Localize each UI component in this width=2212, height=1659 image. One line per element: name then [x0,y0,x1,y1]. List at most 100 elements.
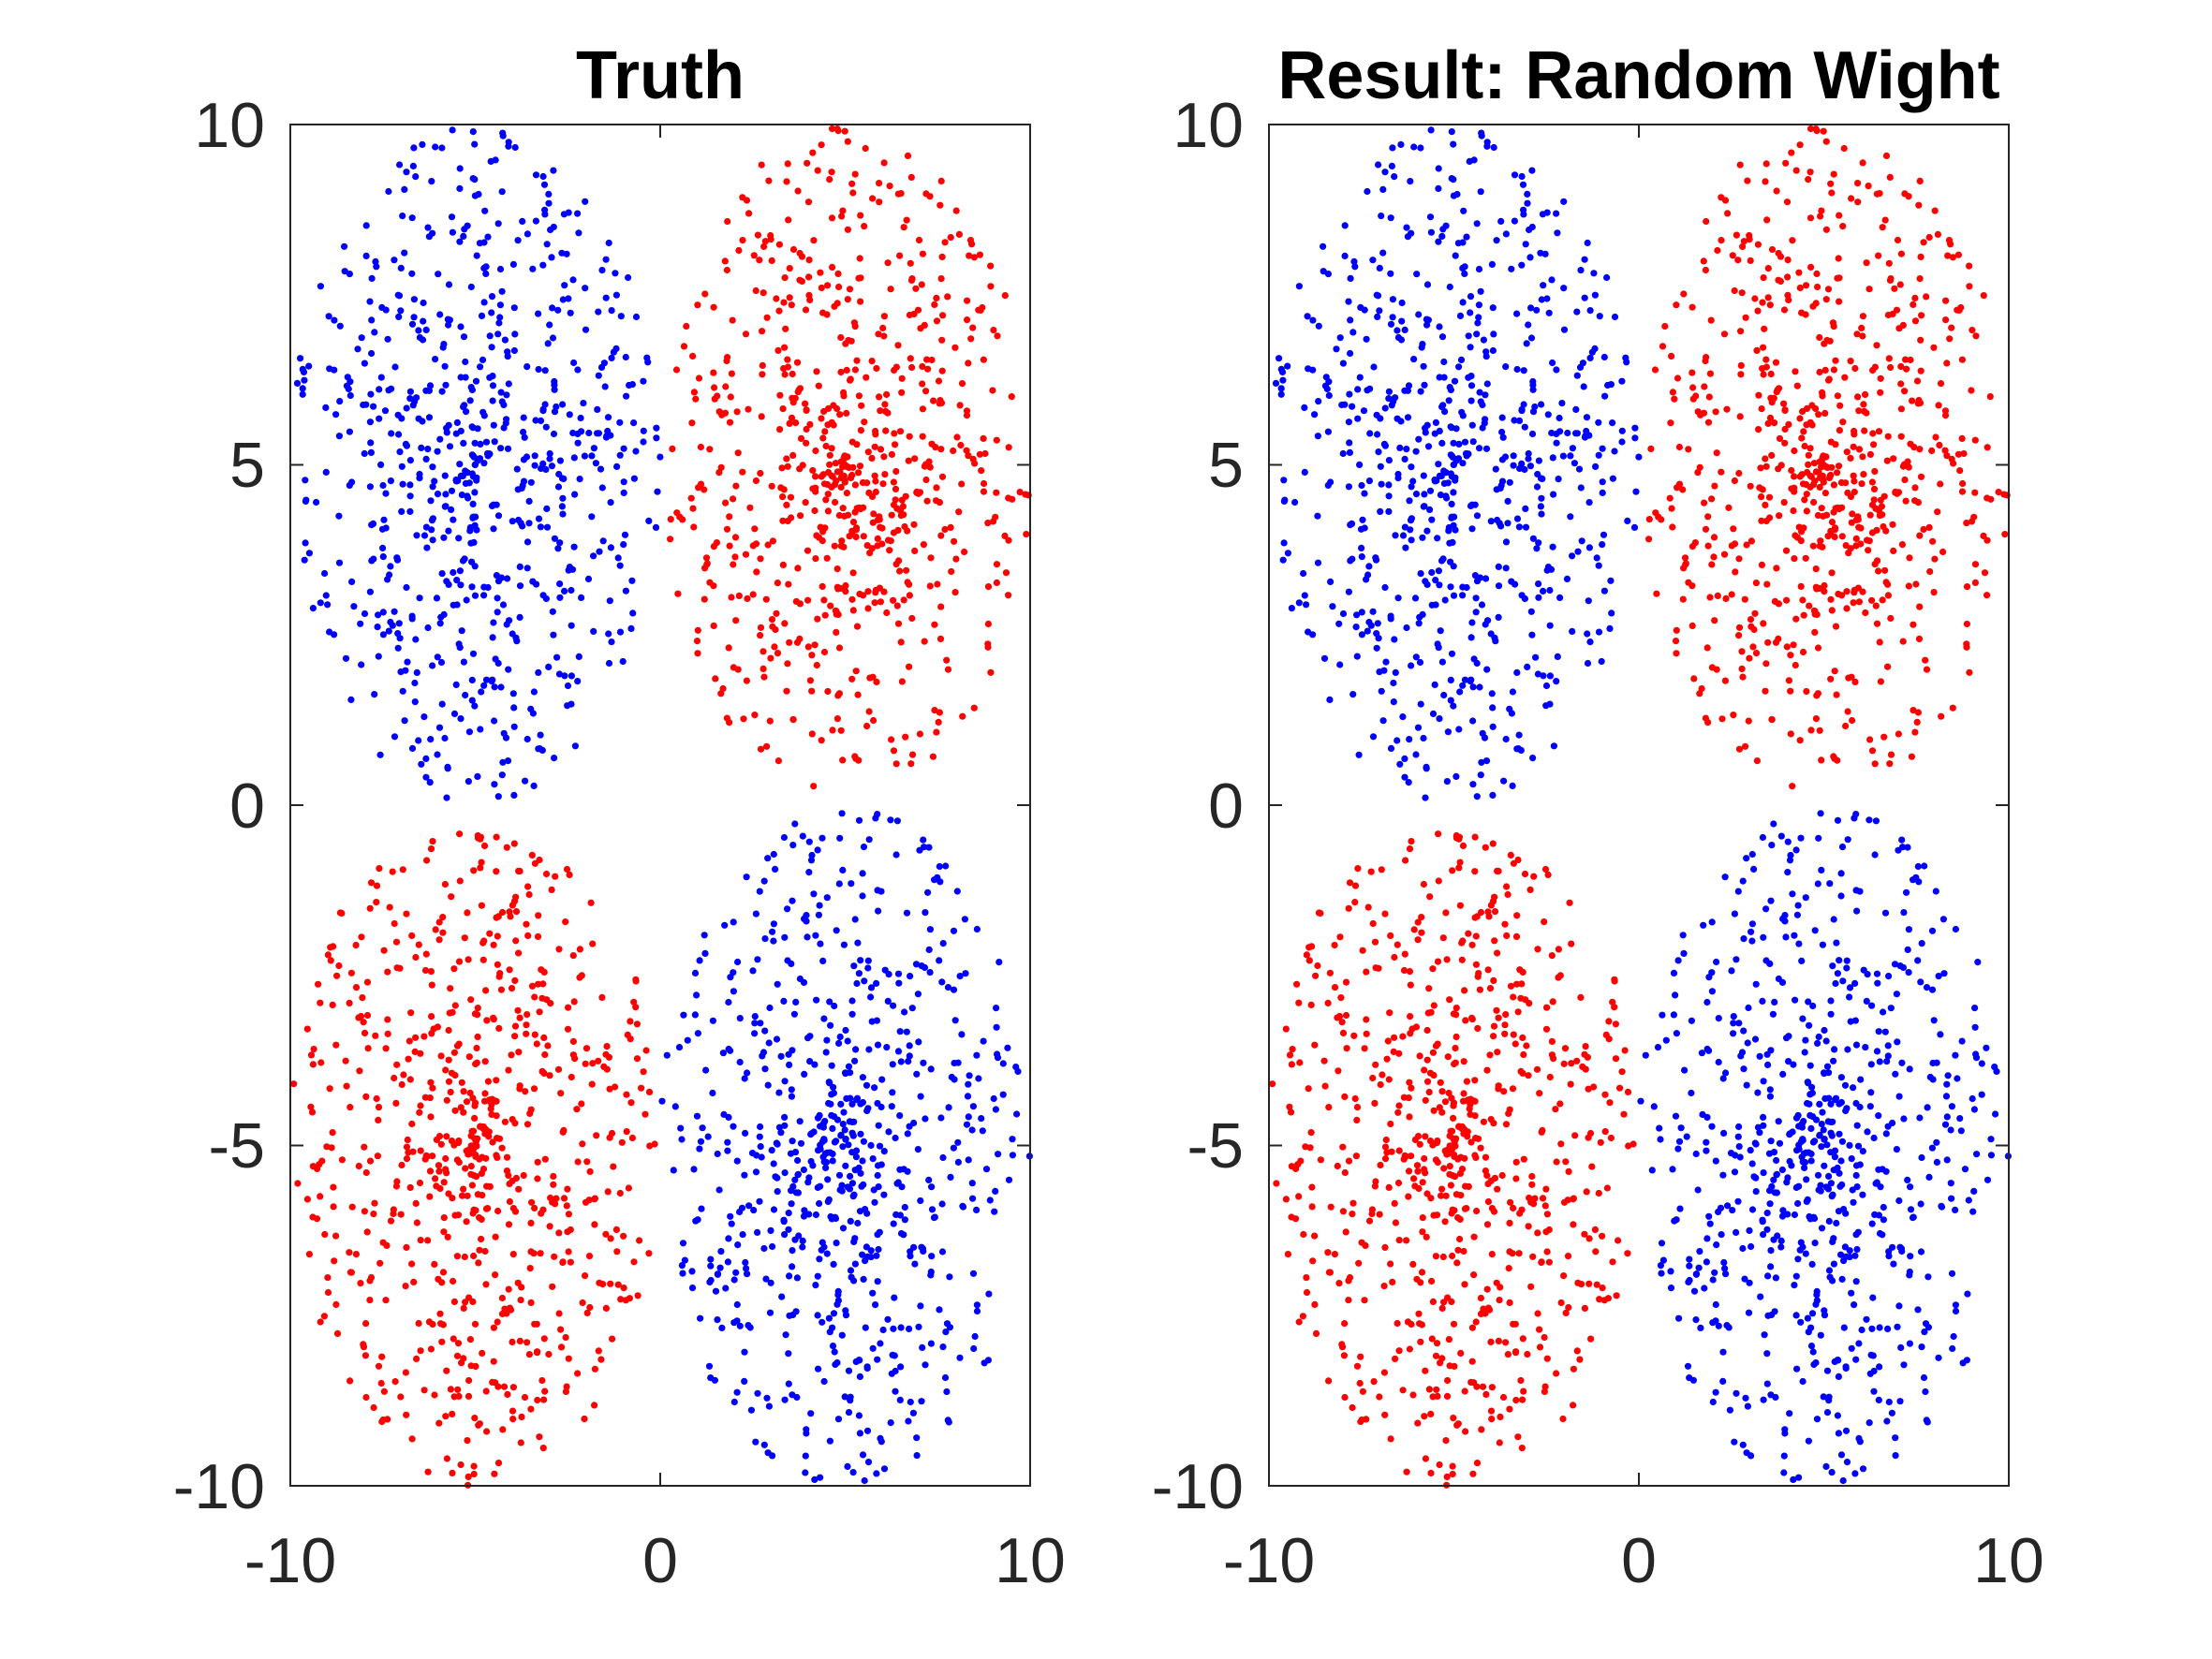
scatter-point [483,1182,491,1190]
scatter-point [1814,644,1822,652]
scatter-point [1448,650,1456,657]
scatter-point [569,952,577,960]
scatter-point [486,332,494,340]
scatter-point [1367,868,1375,875]
scatter-point [847,474,855,482]
scatter-point [1315,909,1322,917]
scatter-point [780,299,788,306]
scatter-point [1295,999,1303,1006]
scatter-point [1846,1247,1853,1255]
scatter-point [869,1155,877,1163]
scatter-point [1514,1433,1522,1441]
scatter-point [1439,1253,1447,1261]
scatter-point [933,497,940,505]
scatter-point [723,714,731,722]
scatter-point [1653,590,1660,597]
scatter-point [1341,1320,1349,1328]
scatter-point [436,1310,444,1317]
scatter-point [1419,610,1426,619]
scatter-point [775,1089,783,1096]
scatter-point [937,603,945,610]
scatter-point [1812,565,1820,573]
scatter-point [1520,211,1527,218]
scatter-point [1487,1407,1496,1415]
scatter-point [568,1073,575,1081]
scatter-point [498,188,506,196]
scatter-point [727,1212,734,1220]
scatter-point [1707,316,1715,324]
scatter-point [919,380,926,388]
scatter-point [1428,1277,1436,1285]
scatter-point [554,483,563,491]
scatter-point [1483,1285,1491,1293]
scatter-point [721,921,729,929]
scatter-point [443,1096,450,1104]
scatter-point [1797,582,1805,591]
scatter-point [908,614,916,623]
scatter-point [838,537,846,545]
scatter-point [728,370,736,377]
scatter-point [848,1100,856,1108]
scatter-point [1391,173,1398,181]
scatter-point [574,210,582,217]
scatter-point [1300,1230,1307,1239]
scatter-point [1300,569,1307,578]
scatter-point [1821,581,1828,590]
scatter-point [975,1075,982,1082]
scatter-point [616,418,624,426]
scatter-point [1599,478,1606,486]
scatter-point [535,515,543,522]
scatter-point [602,256,610,263]
scatter-point [1401,326,1408,333]
scatter-point [335,433,343,440]
scatter-point [848,997,856,1005]
scatter-point [1423,527,1431,535]
scatter-point [1630,1140,1637,1148]
scatter-point [1553,439,1560,447]
scatter-point [1408,1152,1415,1160]
scatter-point [608,1129,616,1138]
scatter-point [321,569,329,578]
scatter-point [1526,254,1534,261]
scatter-point [1510,1204,1517,1211]
scatter-point [969,1195,977,1202]
scatter-point [482,1281,490,1288]
scatter-point [1435,461,1442,468]
scatter-point [546,1072,553,1079]
scatter-point [760,877,768,885]
scatter-point [1280,477,1288,484]
scatter-point [730,561,737,568]
scatter-point [371,329,378,336]
scatter-point [457,427,465,434]
scatter-point [713,539,721,547]
scatter-point [811,1475,818,1483]
scatter-point [826,176,833,184]
scatter-point [366,1157,375,1165]
scatter-point [571,1055,579,1063]
scatter-point [818,284,825,292]
scatter-point [1710,534,1718,541]
scatter-point [859,1451,867,1459]
scatter-point [857,212,864,219]
scatter-point [1821,588,1828,595]
scatter-point [1679,595,1687,603]
scatter-point [1496,1439,1503,1446]
scatter-point [751,1030,759,1037]
scatter-point [1358,553,1365,561]
scatter-point [396,448,404,456]
scatter-point [533,1349,541,1357]
scatter-point [1851,427,1858,435]
scatter-point [1461,676,1469,683]
scatter-point [691,1011,700,1019]
scatter-point [724,1147,731,1154]
scatter-point [616,451,624,459]
scatter-point [730,495,737,503]
scatter-point [519,522,526,530]
scatter-point [440,1214,448,1222]
scatter-point [363,1228,371,1236]
scatter-point [1515,523,1523,531]
scatter-point [1854,1142,1863,1150]
scatter-point [570,998,578,1006]
scatter-point [1729,252,1736,259]
scatter-point [410,296,418,303]
